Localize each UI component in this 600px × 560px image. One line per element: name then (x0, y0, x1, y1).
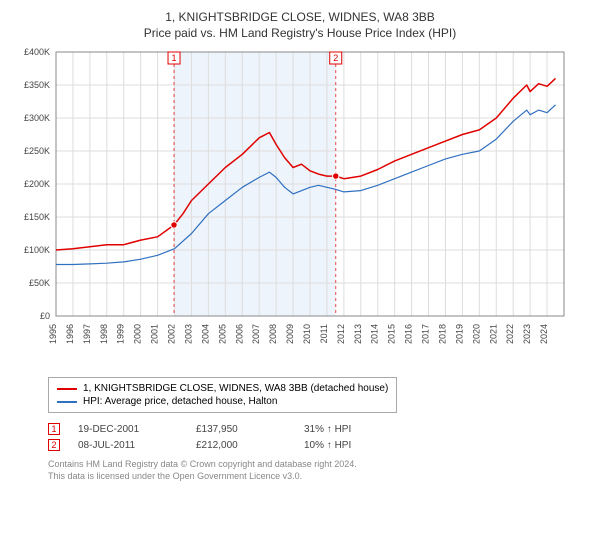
svg-text:2013: 2013 (353, 324, 363, 344)
sale-price: £212,000 (196, 440, 286, 451)
svg-text:£250K: £250K (24, 146, 50, 156)
footer-copyright: Contains HM Land Registry data © Crown c… (48, 459, 588, 482)
svg-text:2017: 2017 (421, 324, 431, 344)
table-row: 2 08-JUL-2011 £212,000 10% ↑ HPI (48, 437, 588, 453)
legend-row: HPI: Average price, detached house, Halt… (57, 395, 388, 408)
sale-date: 19-DEC-2001 (78, 424, 178, 435)
svg-text:2006: 2006 (234, 324, 244, 344)
svg-text:1999: 1999 (116, 324, 126, 344)
svg-text:1997: 1997 (82, 324, 92, 344)
svg-text:2005: 2005 (217, 324, 227, 344)
legend-swatch-property (57, 388, 77, 390)
svg-text:£50K: £50K (29, 278, 50, 288)
svg-text:2024: 2024 (539, 324, 549, 344)
svg-text:2016: 2016 (404, 324, 414, 344)
svg-text:£200K: £200K (24, 179, 50, 189)
svg-text:1996: 1996 (65, 324, 75, 344)
sale-date: 08-JUL-2011 (78, 440, 178, 451)
svg-text:2023: 2023 (522, 324, 532, 344)
svg-text:£100K: £100K (24, 245, 50, 255)
chart-svg: £0 £50K £100K £150K £200K £250K £300K £350K £400… (12, 46, 572, 366)
sale-marker-icon: 2 (48, 439, 60, 451)
svg-text:2018: 2018 (437, 324, 447, 344)
svg-text:1998: 1998 (99, 324, 109, 344)
svg-text:2002: 2002 (167, 324, 177, 344)
svg-text:2007: 2007 (251, 324, 261, 344)
svg-text:2004: 2004 (200, 324, 210, 344)
svg-text:2012: 2012 (336, 324, 346, 344)
sale-marker-number: 1 (51, 424, 56, 434)
table-row: 1 19-DEC-2001 £137,950 31% ↑ HPI (48, 421, 588, 437)
sales-table: 1 19-DEC-2001 £137,950 31% ↑ HPI 2 08-JU… (48, 421, 588, 453)
svg-text:2008: 2008 (268, 324, 278, 344)
sale-marker-number: 2 (51, 440, 56, 450)
sale-price: £137,950 (196, 424, 286, 435)
chart-title-address: 1, KNIGHTSBRIDGE CLOSE, WIDNES, WA8 3BB (12, 10, 588, 24)
svg-text:2021: 2021 (488, 324, 498, 344)
svg-text:2014: 2014 (370, 324, 380, 344)
svg-text:£0: £0 (40, 311, 50, 321)
svg-text:£400K: £400K (24, 47, 50, 57)
svg-text:1: 1 (172, 53, 177, 63)
legend-row: 1, KNIGHTSBRIDGE CLOSE, WIDNES, WA8 3BB … (57, 382, 388, 395)
footer-line: Contains HM Land Registry data © Crown c… (48, 459, 588, 471)
legend-swatch-hpi (57, 401, 77, 403)
svg-text:2003: 2003 (183, 324, 193, 344)
svg-text:2011: 2011 (319, 324, 329, 343)
sale-pct-vs-hpi: 31% ↑ HPI (304, 424, 394, 435)
svg-text:£350K: £350K (24, 80, 50, 90)
chart-title-subtitle: Price paid vs. HM Land Registry's House … (12, 26, 588, 40)
svg-text:1995: 1995 (48, 324, 58, 344)
svg-text:2010: 2010 (302, 324, 312, 344)
svg-text:£300K: £300K (24, 113, 50, 123)
svg-text:£150K: £150K (24, 212, 50, 222)
svg-text:2009: 2009 (285, 324, 295, 344)
footer-line: This data is licensed under the Open Gov… (48, 471, 588, 483)
legend-label: 1, KNIGHTSBRIDGE CLOSE, WIDNES, WA8 3BB … (83, 383, 388, 394)
legend-label: HPI: Average price, detached house, Halt… (83, 396, 277, 407)
sale-pct-vs-hpi: 10% ↑ HPI (304, 440, 394, 451)
svg-text:2: 2 (333, 53, 338, 63)
line-chart: £0 £50K £100K £150K £200K £250K £300K £350K £400… (12, 46, 588, 371)
chart-container: 1, KNIGHTSBRIDGE CLOSE, WIDNES, WA8 3BB … (0, 0, 600, 492)
sale-marker-icon: 1 (48, 423, 60, 435)
svg-text:2001: 2001 (150, 324, 160, 344)
svg-text:2022: 2022 (505, 324, 515, 344)
svg-text:2015: 2015 (387, 324, 397, 344)
legend: 1, KNIGHTSBRIDGE CLOSE, WIDNES, WA8 3BB … (48, 377, 397, 413)
svg-text:2020: 2020 (471, 324, 481, 344)
svg-text:2019: 2019 (454, 324, 464, 344)
svg-text:2000: 2000 (133, 324, 143, 344)
